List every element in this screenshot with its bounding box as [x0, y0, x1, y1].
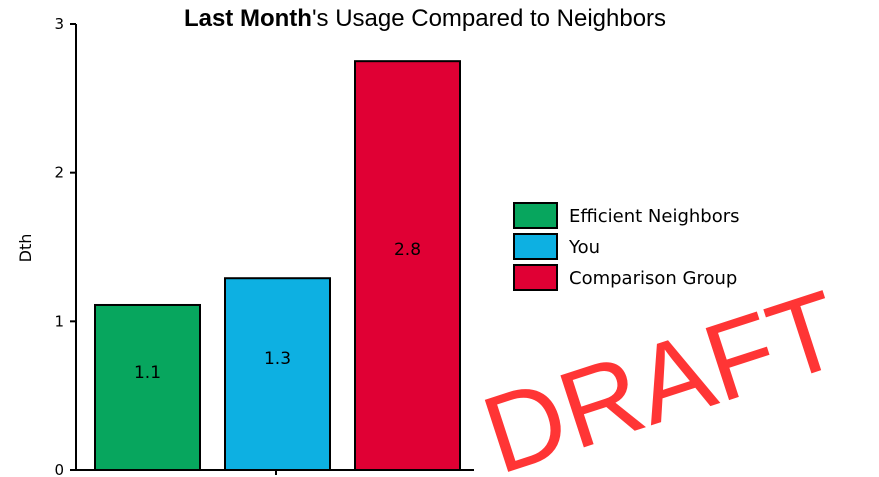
chart-title: Last Month's Usage Compared to Neighbors: [184, 5, 666, 32]
bar: [94, 303, 201, 472]
bar-value-label: 2.8: [394, 240, 421, 260]
legend-label: Comparison Group: [569, 268, 737, 289]
bar: [224, 277, 331, 471]
legend-label: You: [568, 237, 600, 258]
bars: 1.1 1.3 2.8: [94, 60, 461, 472]
y-tick-label: 2: [54, 164, 64, 182]
chart-title-bold: Last Month: [184, 5, 312, 32]
bar-value-label: 1.3: [264, 349, 291, 369]
bar: [354, 60, 461, 472]
chart-title-rest: 's Usage Compared to Neighbors: [312, 5, 666, 32]
bar-value-label: 1.1: [134, 363, 161, 383]
y-tick-label: 3: [54, 15, 64, 33]
legend: Efficient Neighbors You Comparison Group: [513, 202, 740, 291]
y-tick-label: 1: [54, 312, 64, 330]
legend-label: Efficient Neighbors: [569, 206, 740, 227]
legend-swatch: [513, 233, 558, 260]
legend-swatch: [513, 202, 558, 229]
y-axis-label: Dth: [16, 234, 35, 263]
y-tick-label: 0: [54, 461, 64, 477]
legend-swatch: [513, 264, 558, 291]
draft-watermark: DRAFT: [469, 267, 856, 477]
